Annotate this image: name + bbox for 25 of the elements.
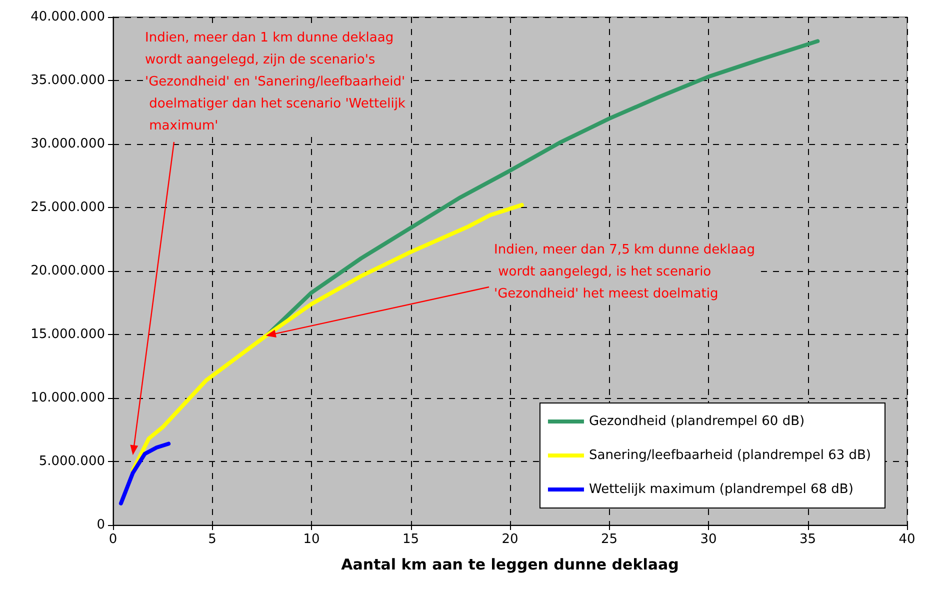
y-tick-label: 25.000.000 — [30, 200, 105, 215]
y-tick-label: 35.000.000 — [30, 73, 105, 88]
x-axis-title: Aantal km aan te leggen dunne deklaag — [341, 556, 679, 574]
x-tick-label: 30 — [700, 532, 717, 547]
x-tick-label: 5 — [208, 532, 216, 547]
x-tick-label: 35 — [799, 532, 816, 547]
annotation: Indien, meer dan 7,5 km dunne deklaag wordt aangelegd, is het scenario 'Gezondheid' het meest doelmatig — [494, 242, 755, 302]
y-tick-label: 40.000.000 — [30, 10, 105, 24]
x-tick-label: 25 — [600, 532, 618, 547]
annotation: Indien, meer dan 1 km dunne deklaag wordt aangelegd, zijn de scenario's 'Gezondheid' en 'Sanering/leefbaarheid' doelmatiger dan het scenario 'Wettelijk maximum' — [145, 30, 406, 134]
legend-label: Wettelijk maximum (plandrempel 68 dB) — [588, 482, 854, 497]
x-tick-label: 10 — [303, 532, 320, 547]
line-series — [118, 442, 171, 506]
x-tick-label: 20 — [502, 532, 518, 547]
y-tick-label: 5.000.000 — [38, 454, 105, 469]
y-tick-label: 10.000.000 — [30, 390, 105, 406]
x-tick-label: 40 — [898, 532, 916, 547]
x-tick-label: 0 — [108, 532, 118, 547]
y-tick-label: 15.000.000 — [30, 327, 105, 342]
y-tick-label: 20.000.000 — [30, 264, 105, 278]
legend-label: Gezondheid (plandrempel 60 dB) — [588, 414, 805, 429]
y-tick-label: 30.000.000 — [30, 136, 105, 152]
legend-label: Sanering/leefbaarheid (plandrempel 63 dB) — [588, 448, 872, 463]
x-tick-label: 15 — [402, 532, 420, 547]
y-tick-label: 0 — [96, 518, 105, 532]
